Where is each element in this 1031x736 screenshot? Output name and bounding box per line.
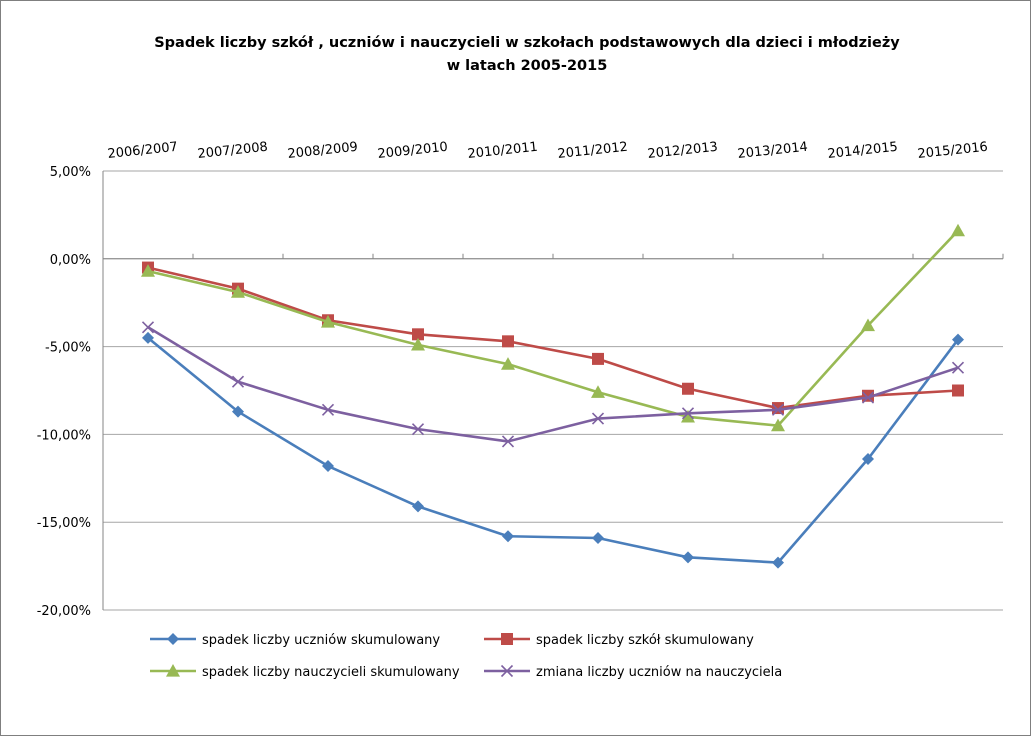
y-axis-ticks: 5,00% 0,00% -5,00% -10,00% -15,00% -20,00% xyxy=(37,165,91,619)
data-point-marker xyxy=(501,357,515,370)
data-point-marker xyxy=(321,403,335,416)
series-4 xyxy=(141,321,965,448)
y-tick-label: -5,00% xyxy=(45,341,91,356)
data-point-marker xyxy=(501,435,515,448)
marker-stroke xyxy=(681,407,695,420)
data-point-marker xyxy=(952,384,964,397)
data-point-marker xyxy=(412,328,424,341)
legend-item: spadek liczby uczniów skumulowany xyxy=(150,633,440,648)
data-point-marker xyxy=(772,556,784,569)
x-tick-label: 2014/2015 xyxy=(827,140,899,162)
x-tick-label: 2006/2007 xyxy=(107,140,179,162)
y-tick-label: -10,00% xyxy=(37,428,91,443)
legend-item: spadek liczby szkół skumulowany xyxy=(484,633,754,648)
data-point-marker xyxy=(141,321,155,334)
data-point-marker xyxy=(951,361,965,374)
data-point-marker xyxy=(861,318,875,332)
data-point-marker xyxy=(232,405,244,418)
data-point-marker xyxy=(166,664,180,677)
data-point-marker xyxy=(591,385,605,398)
x-tick-label: 2012/2013 xyxy=(647,140,719,162)
marker-stroke xyxy=(591,412,605,425)
x-axis-ticks: 2006/2007 2007/2008 2008/2009 2009/2010 2010… xyxy=(107,140,989,162)
x-tick-label: 2010/2011 xyxy=(467,140,539,162)
marker-stroke xyxy=(771,403,785,416)
y-tick-label: 0,00% xyxy=(50,253,91,268)
data-point-marker xyxy=(502,335,514,348)
marker-stroke xyxy=(500,664,514,678)
data-point-marker xyxy=(231,285,245,298)
data-point-marker xyxy=(322,460,334,473)
legend-label: spadek liczby szkół skumulowany xyxy=(536,633,754,648)
series-layer xyxy=(141,223,965,569)
marker-stroke xyxy=(321,403,335,416)
data-point-marker xyxy=(951,223,965,237)
marker-stroke xyxy=(141,321,155,334)
data-point-marker xyxy=(412,500,424,513)
y-tick-label: -15,00% xyxy=(37,516,91,531)
marker-stroke xyxy=(951,361,965,374)
legend-label: spadek liczby nauczycieli skumulowany xyxy=(202,665,460,680)
chart-title-line2: w latach 2005-2015 xyxy=(447,58,608,74)
x-tick-label: 2008/2009 xyxy=(287,140,359,162)
marker-stroke xyxy=(861,391,875,404)
x-tick-label: 2007/2008 xyxy=(197,140,269,162)
data-point-marker xyxy=(141,264,155,277)
data-point-marker xyxy=(231,375,245,388)
series-line xyxy=(147,326,959,443)
data-point-marker xyxy=(682,382,694,395)
data-point-marker xyxy=(411,423,425,436)
y-tick-label: -20,00% xyxy=(37,604,91,619)
data-point-marker xyxy=(591,412,605,425)
legend-label: zmiana liczby uczniów na nauczyciela xyxy=(536,665,782,680)
legend: spadek liczby uczniów skumulowany spadek … xyxy=(150,633,782,680)
data-point-marker xyxy=(142,331,154,344)
y-tick-label: 5,00% xyxy=(50,165,91,180)
marker-stroke xyxy=(501,435,515,448)
x-tick-label: 2011/2012 xyxy=(557,140,629,162)
legend-label: spadek liczby uczniów skumulowany xyxy=(202,633,440,648)
data-point-marker xyxy=(682,551,694,564)
series-1 xyxy=(142,331,964,569)
data-point-marker xyxy=(500,664,514,678)
data-point-marker xyxy=(681,409,695,423)
data-point-marker xyxy=(411,337,425,351)
data-point-marker xyxy=(502,530,514,543)
legend-item: spadek liczby nauczycieli skumulowany xyxy=(150,664,460,680)
series-3 xyxy=(141,223,965,432)
series-line xyxy=(147,229,959,427)
data-point-marker xyxy=(592,352,604,365)
data-point-marker xyxy=(681,407,695,420)
data-point-marker xyxy=(592,532,604,545)
data-point-marker xyxy=(771,418,785,432)
x-tick-label: 2013/2014 xyxy=(737,140,809,162)
x-tick-label: 2009/2010 xyxy=(377,140,449,162)
data-point-marker xyxy=(321,315,335,328)
data-point-marker xyxy=(952,333,964,346)
marker-stroke xyxy=(411,423,425,436)
x-tick-label: 2015/2016 xyxy=(917,140,989,162)
data-point-marker xyxy=(861,391,875,404)
series-line xyxy=(147,336,960,564)
data-point-marker xyxy=(501,633,513,645)
data-point-marker xyxy=(862,452,874,465)
series-2 xyxy=(142,261,964,415)
data-point-marker xyxy=(771,403,785,416)
axes xyxy=(102,171,1004,610)
data-point-marker xyxy=(167,633,179,645)
series-line xyxy=(147,266,959,410)
marker-stroke xyxy=(231,375,245,388)
chart-title-line1: Spadek liczby szkół , uczniów i nauczyci… xyxy=(154,35,900,51)
legend-item: zmiana liczby uczniów na nauczyciela xyxy=(484,664,782,680)
